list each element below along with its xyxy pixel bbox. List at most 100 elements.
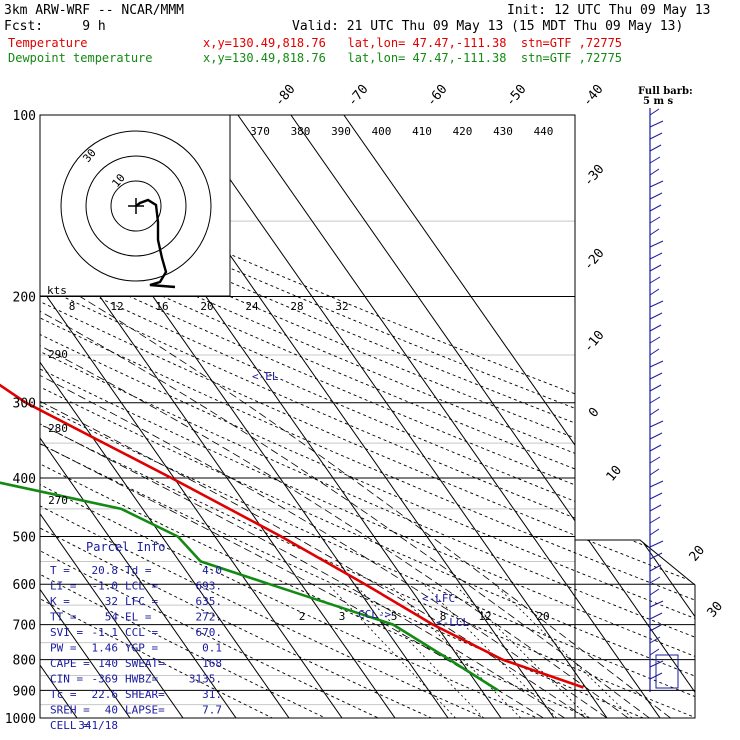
dry-adiabat	[40, 115, 695, 718]
isotherm	[40, 115, 140, 718]
wind-barb	[649, 132, 663, 140]
parcel-row-value: -1.1	[92, 626, 119, 639]
pressure-tick-label: 600	[13, 578, 36, 593]
dry-adiabat	[40, 115, 669, 718]
parcel-row-label: Td =	[125, 564, 152, 577]
dry-adiabat	[40, 115, 562, 718]
wind-barb	[649, 300, 664, 308]
wind-barb	[649, 540, 664, 548]
dry-adiabat-label: 280	[48, 422, 68, 435]
parcel-row-value: 40	[105, 704, 118, 717]
forecast-hour: Fcst: 9 h	[4, 19, 106, 34]
wind-barb	[649, 264, 662, 272]
dry-adiabat	[40, 115, 294, 718]
parcel-row-value: 3135.	[189, 673, 222, 686]
wind-barb	[649, 516, 661, 524]
moist-adiabat	[40, 296, 629, 718]
theta-label: 430	[493, 125, 513, 138]
pressure-tick-label: 1000	[5, 712, 36, 727]
barb-legend-units: 5 m s	[643, 96, 674, 107]
dry-adiabat	[40, 115, 695, 718]
wind-barb	[649, 180, 664, 188]
hodograph-axis-label: 12	[110, 300, 123, 313]
mixing-ratio-label: 8	[440, 610, 447, 623]
extension-border	[574, 535, 696, 719]
theta-label: 370	[250, 125, 270, 138]
pressure-tick-label: 200	[13, 291, 36, 306]
wind-barb	[649, 612, 663, 620]
dry-adiabat	[40, 115, 455, 718]
isotherm-label: 0	[586, 405, 603, 421]
legend-temperature: Temperature	[8, 36, 87, 50]
dry-adiabat	[40, 115, 695, 718]
wind-barb	[649, 552, 663, 560]
pressure-tick-label: 500	[13, 530, 36, 545]
parcel-row-label: SREH =	[50, 704, 90, 717]
wind-barb	[649, 492, 663, 500]
hodograph-axis-label: 16	[155, 300, 168, 313]
parcel-row-label: SWEAT=	[125, 657, 165, 670]
wind-barb	[649, 336, 661, 344]
wind-barb	[649, 420, 664, 428]
wind-barb	[649, 144, 662, 152]
parcel-row-label: Tc =	[50, 688, 77, 701]
dry-adiabat	[40, 115, 695, 718]
theta-label: 440	[534, 125, 554, 138]
parcel-row-label: SVI =	[50, 626, 83, 639]
parcel-row-value: 4.0	[202, 564, 222, 577]
hodograph-axis-label: 24	[245, 300, 259, 313]
wind-barb	[649, 480, 664, 488]
parcel-row-label: SHEAR=	[125, 688, 165, 701]
mixing-ratio-line	[354, 583, 484, 718]
wind-barbs	[649, 108, 679, 692]
hodograph-ring	[110, 180, 162, 232]
wind-barb	[649, 444, 662, 452]
mixing-ratio-line	[494, 583, 633, 718]
theta-label: 390	[331, 125, 351, 138]
parcel-row-value: 168	[202, 657, 222, 670]
isotherm-label: 30	[705, 599, 727, 621]
isotherm-label: -10	[581, 328, 608, 356]
wind-barb	[649, 384, 662, 392]
pressure-tick-label: 400	[13, 472, 36, 487]
pressure-tick-label: 800	[13, 654, 36, 669]
parcel-row-value: 20.8	[92, 564, 119, 577]
parcel-row-value: 31.	[202, 688, 222, 701]
isotherm-label: 10	[604, 463, 626, 485]
parcel-row-label: CCL =	[125, 626, 158, 639]
isotherm	[237, 115, 670, 718]
parcel-row-label: K =	[50, 595, 70, 608]
level-annotation: <-LCL	[436, 616, 469, 629]
temperature-line	[0, 383, 584, 689]
wind-barb	[649, 564, 662, 572]
level-annotation: <-LFC	[422, 592, 455, 605]
level-annotation: CCL->	[358, 608, 391, 621]
wind-barb	[649, 372, 663, 380]
pressure-tick-label: 900	[13, 684, 36, 699]
wind-barb	[649, 192, 663, 200]
parcel-row-value: -1.0	[92, 580, 119, 593]
hodograph-axis-label: 20	[200, 300, 213, 313]
dry-adiabat	[40, 115, 615, 718]
parcel-row-label: EL =	[125, 611, 152, 624]
dewpoint-line	[0, 481, 499, 692]
isotherm	[184, 115, 617, 718]
hodograph-axis-label: 28	[290, 300, 303, 313]
parcel-row-value: 1.46	[92, 642, 119, 655]
mixing-ratio-label: 20	[536, 610, 549, 623]
parcel-info-title: Parcel Info	[86, 540, 165, 554]
wind-barb	[649, 360, 664, 368]
wind-barb	[649, 228, 660, 236]
wind-barb	[649, 576, 661, 584]
parcel-row-value: 7.7	[202, 704, 222, 717]
parcel-row-label: TT =	[50, 611, 77, 624]
isotherm-label: -70	[345, 82, 372, 110]
barb-legend-title: Full barb:	[638, 86, 693, 97]
wind-barb	[649, 468, 660, 476]
parcel-row-label: T =	[50, 564, 70, 577]
parcel-row-label: CELL =	[50, 719, 90, 732]
parcel-info-panel: Parcel Info T = 20.8 Td = 4.0 LI = -1.0 LCL = 6…	[50, 540, 222, 732]
wind-barb	[649, 456, 661, 464]
theta-label: 380	[291, 125, 311, 138]
